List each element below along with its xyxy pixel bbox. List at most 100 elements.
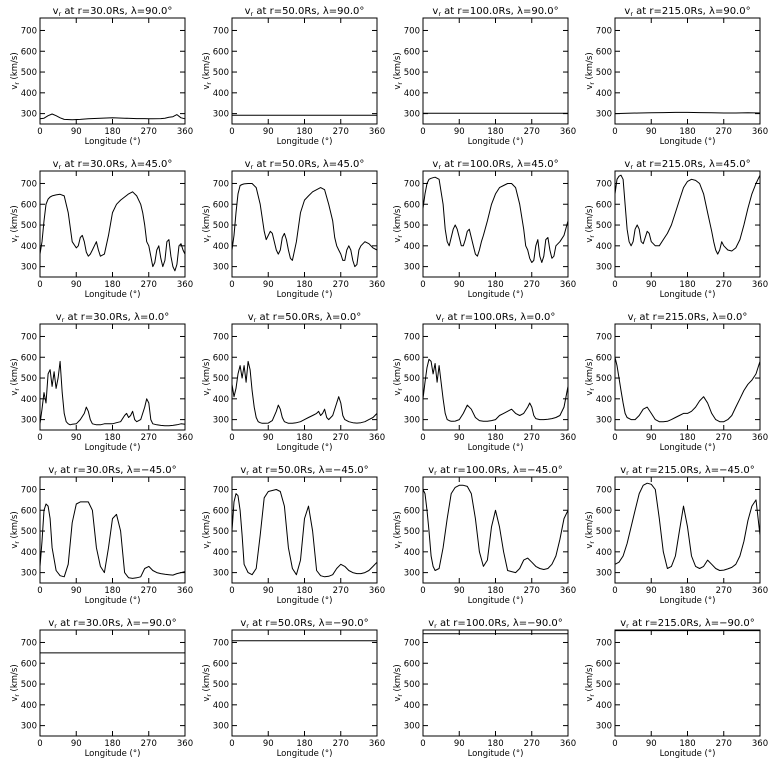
x-tick-label: 0: [37, 586, 42, 596]
panel-title: vr at r=50.0Rs, λ=−90.0°: [240, 618, 368, 630]
x-tick-label: 180: [679, 127, 695, 137]
x-tick-label: 180: [679, 433, 695, 443]
x-tick-label: 270: [333, 739, 349, 749]
y-tick-label: 300: [213, 722, 229, 732]
y-tick-label: 500: [21, 680, 37, 690]
y-tick-label: 400: [21, 242, 37, 252]
x-tick-label: 0: [229, 739, 234, 749]
panel-title: vr at r=100.0Rs, λ=−90.0°: [428, 618, 563, 630]
plot-frame: [231, 17, 378, 125]
y-tick-label: 400: [404, 548, 420, 558]
y-tick-label: 500: [21, 221, 37, 231]
plot-frame: [422, 323, 569, 431]
x-tick-label: 270: [716, 280, 732, 290]
y-axis-label: vr (km/s): [393, 52, 404, 89]
panel-3: vr at r=100.0Rs, λ=90.0° 0 90 180 270 360 300 4…: [393, 6, 576, 147]
y-tick-label: 400: [596, 89, 612, 99]
y-axis-label: vr (km/s): [202, 358, 213, 395]
x-tick-label: 90: [71, 586, 82, 596]
y-axis-label: vr (km/s): [585, 664, 596, 701]
y-axis-label: vr (km/s): [393, 205, 404, 242]
y-tick-label: 300: [404, 263, 420, 273]
x-tick-label: 0: [612, 433, 617, 443]
y-tick-label: 400: [404, 701, 420, 711]
x-axis-label: Longitude (°): [277, 749, 333, 759]
x-tick-label: 360: [752, 739, 768, 749]
x-tick-label: 0: [420, 127, 425, 137]
x-tick-label: 180: [296, 127, 312, 137]
x-tick-label: 0: [612, 586, 617, 596]
plot-frame: [614, 323, 761, 431]
y-tick-label: 700: [21, 332, 37, 342]
panel-16: vr at r=215.0Rs, λ=−45.0° 0 90 180 270 360 300…: [585, 465, 768, 606]
y-tick-label: 500: [596, 680, 612, 690]
panel-title: vr at r=30.0Rs, λ=45.0°: [53, 159, 173, 171]
panel-9: vr at r=30.0Rs, λ=0.0° 0 90 180 270 360 300 400…: [10, 312, 193, 453]
plot-frame: [231, 629, 378, 737]
panel-13: vr at r=30.0Rs, λ=−45.0° 0 90 180 270 360 300 4…: [10, 465, 193, 606]
y-tick-label: 400: [596, 701, 612, 711]
x-tick-label: 270: [333, 433, 349, 443]
panel-1: vr at r=30.0Rs, λ=90.0° 0 90 180 270 360 300 40…: [10, 6, 193, 147]
x-tick-label: 180: [679, 586, 695, 596]
panel-18: vr at r=50.0Rs, λ=−90.0° 0 90 180 270 360 300 4…: [202, 618, 385, 759]
y-tick-label: 300: [21, 722, 37, 732]
x-tick-label: 90: [454, 739, 465, 749]
x-tick-label: 90: [263, 127, 274, 137]
x-axis-label: Longitude (°): [85, 290, 141, 300]
y-axis-label: vr (km/s): [585, 52, 596, 89]
y-tick-label: 500: [404, 221, 420, 231]
x-axis-label: Longitude (°): [468, 749, 524, 759]
y-axis-label: vr (km/s): [202, 511, 213, 548]
y-tick-label: 600: [404, 47, 420, 57]
x-tick-label: 180: [679, 280, 695, 290]
x-tick-label: 360: [177, 586, 193, 596]
y-tick-label: 600: [404, 659, 420, 669]
panel-12: vr at r=215.0Rs, λ=0.0° 0 90 180 270 360 300 40…: [585, 312, 768, 453]
plot-frame: [422, 476, 569, 584]
panel-title: vr at r=50.0Rs, λ=−45.0°: [240, 465, 368, 477]
plot-frame: [231, 170, 378, 278]
x-tick-label: 360: [560, 433, 576, 443]
x-tick-label: 360: [369, 433, 385, 443]
x-axis-label: Longitude (°): [85, 749, 141, 759]
panel-14: vr at r=50.0Rs, λ=−45.0° 0 90 180 270 360 300 4…: [202, 465, 385, 606]
x-axis-label: Longitude (°): [277, 443, 333, 453]
y-tick-label: 300: [213, 263, 229, 273]
panel-2: vr at r=50.0Rs, λ=90.0° 0 90 180 270 360 300 40…: [202, 6, 385, 147]
x-axis-label: Longitude (°): [660, 137, 716, 147]
x-axis-label: Longitude (°): [468, 443, 524, 453]
y-tick-label: 400: [404, 242, 420, 252]
y-tick-label: 300: [21, 263, 37, 273]
y-tick-label: 500: [213, 374, 229, 384]
x-tick-label: 180: [487, 586, 503, 596]
x-tick-label: 270: [524, 433, 540, 443]
x-tick-label: 270: [141, 586, 157, 596]
x-tick-label: 90: [71, 280, 82, 290]
y-tick-label: 400: [213, 242, 229, 252]
x-tick-label: 360: [177, 433, 193, 443]
series-line: [39, 360, 186, 427]
x-tick-label: 360: [752, 280, 768, 290]
y-tick-label: 500: [21, 527, 37, 537]
x-tick-label: 180: [679, 739, 695, 749]
panel-title: vr at r=50.0Rs, λ=45.0°: [245, 159, 365, 171]
panel-title: vr at r=215.0Rs, λ=−90.0°: [620, 618, 755, 630]
series-line: [39, 113, 186, 121]
panel-title: vr at r=100.0Rs, λ=0.0°: [436, 312, 556, 324]
y-tick-label: 600: [596, 47, 612, 57]
x-tick-label: 0: [37, 127, 42, 137]
y-tick-label: 500: [596, 527, 612, 537]
x-tick-label: 0: [420, 433, 425, 443]
x-tick-label: 360: [369, 739, 385, 749]
y-tick-label: 700: [596, 485, 612, 495]
y-tick-label: 700: [596, 638, 612, 648]
series-line: [614, 174, 761, 255]
y-axis-label: vr (km/s): [10, 358, 21, 395]
y-axis-label: vr (km/s): [585, 358, 596, 395]
x-tick-label: 360: [369, 280, 385, 290]
x-tick-label: 90: [646, 127, 657, 137]
y-tick-label: 600: [213, 47, 229, 57]
x-tick-label: 270: [141, 280, 157, 290]
x-tick-label: 270: [716, 433, 732, 443]
